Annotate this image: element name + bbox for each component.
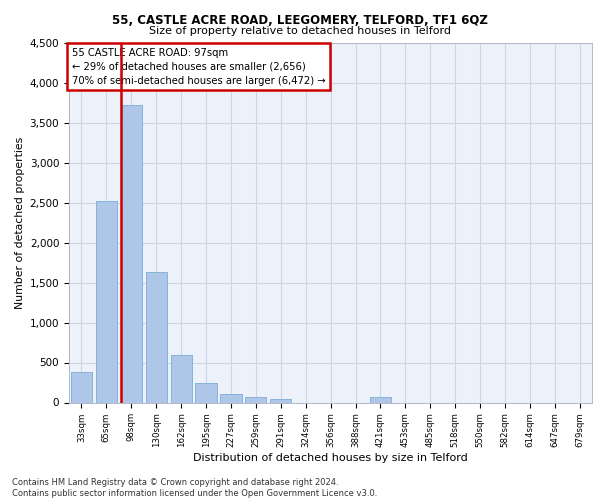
Text: Size of property relative to detached houses in Telford: Size of property relative to detached ho… [149,26,451,36]
Bar [71,372,92,402]
Bar [370,398,391,402]
X-axis label: Distribution of detached houses by size in Telford: Distribution of detached houses by size … [193,452,468,462]
Bar [170,354,192,403]
Bar [196,383,217,402]
Bar [270,398,292,402]
Text: 55 CASTLE ACRE ROAD: 97sqm
← 29% of detached houses are smaller (2,656)
70% of s: 55 CASTLE ACRE ROAD: 97sqm ← 29% of deta… [71,48,325,86]
Bar [220,394,242,402]
Text: Contains HM Land Registry data © Crown copyright and database right 2024.
Contai: Contains HM Land Registry data © Crown c… [12,478,377,498]
Y-axis label: Number of detached properties: Number of detached properties [16,136,25,308]
Bar [245,398,266,402]
Bar [146,272,167,402]
Bar [121,105,142,403]
Text: 55, CASTLE ACRE ROAD, LEEGOMERY, TELFORD, TF1 6QZ: 55, CASTLE ACRE ROAD, LEEGOMERY, TELFORD… [112,14,488,27]
Bar [96,201,117,402]
